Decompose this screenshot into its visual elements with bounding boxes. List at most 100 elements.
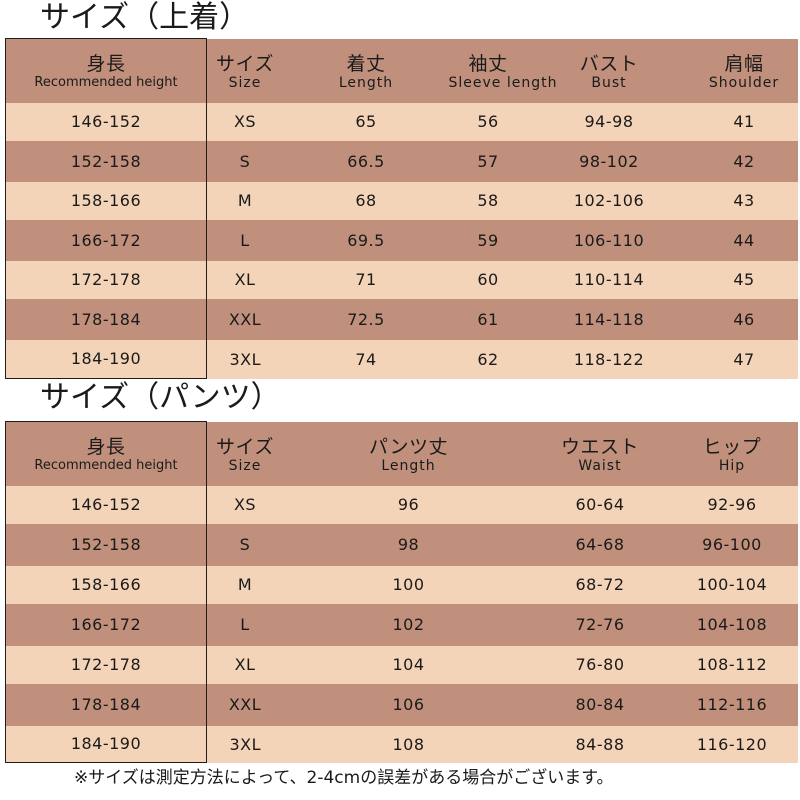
table-cell: 108-112 xyxy=(666,645,798,684)
table-cell: 118-122 xyxy=(527,339,691,379)
table-cell: 3XL xyxy=(206,339,284,379)
table-row: 166-172 L 69.5 59 106-110 44 xyxy=(5,219,798,261)
pants-size-table: 身長 Recommended height サイズ Size パンツ丈 Length … xyxy=(5,421,798,763)
table-row: 146-152 XS 96 60-64 92-96 xyxy=(5,485,798,524)
table-cell: 178-184 xyxy=(5,683,207,726)
table-cell: 59 xyxy=(448,219,528,261)
table-cell: XL xyxy=(206,645,284,684)
tops-header-height-en: Recommended height xyxy=(34,74,178,90)
table-row: 152-158 S 98 64-68 96-100 xyxy=(5,523,798,566)
tops-header-length: 着丈 Length xyxy=(283,38,449,103)
table-cell: 146-152 xyxy=(5,102,207,141)
table-cell: 184-190 xyxy=(5,725,207,763)
table-cell: 94-98 xyxy=(527,102,691,141)
table-cell: 102 xyxy=(283,603,534,646)
table-row: 166-172 L 102 72-76 104-108 xyxy=(5,603,798,646)
tops-header-shoulder-jp: 肩幅 xyxy=(724,52,764,75)
table-cell: M xyxy=(206,181,284,220)
table-cell: 166-172 xyxy=(5,603,207,646)
tops-header-row: 身長 Recommended height サイズ Size 着丈 Length 袖丈… xyxy=(5,38,798,103)
table-row: 178-184 XXL 72.5 61 114-118 46 xyxy=(5,298,798,340)
tops-header-bust: バスト Bust xyxy=(527,38,691,103)
pants-header-length: パンツ丈 Length xyxy=(283,421,534,486)
table-cell: 102-106 xyxy=(527,181,691,220)
tops-header-sleeve: 袖丈 Sleeve length xyxy=(448,38,558,103)
table-cell: 100 xyxy=(283,565,534,604)
tops-header-height-jp: 身長 xyxy=(86,52,126,75)
pants-header-waist: ウエスト Waist xyxy=(533,421,667,486)
tops-header-height: 身長 Recommended height xyxy=(5,38,207,103)
tops-header-shoulder: 肩幅 Shoulder xyxy=(690,38,798,103)
tops-size-table: 身長 Recommended height サイズ Size 着丈 Length 袖丈… xyxy=(5,38,798,379)
table-cell: 84-88 xyxy=(533,725,667,763)
pants-header-hip-en: Hip xyxy=(718,457,746,474)
table-cell: 60-64 xyxy=(533,485,667,524)
table-row: 184-190 3XL 108 84-88 116-120 xyxy=(5,725,798,763)
table-cell: 68-72 xyxy=(533,565,667,604)
tops-header-bust-jp: バスト xyxy=(579,52,639,75)
tops-header-bust-en: Bust xyxy=(591,74,627,91)
table-cell: 3XL xyxy=(206,725,284,763)
pants-header-waist-en: Waist xyxy=(578,457,622,474)
table-row: 146-152 XS 65 56 94-98 41 xyxy=(5,102,798,141)
table-cell: 62 xyxy=(448,339,528,379)
table-cell: 146-152 xyxy=(5,485,207,524)
pants-header-hip-jp: ヒップ xyxy=(702,435,762,458)
tops-header-length-jp: 着丈 xyxy=(346,52,386,75)
table-cell: 178-184 xyxy=(5,298,207,340)
table-cell: 108 xyxy=(283,725,534,763)
table-cell: 116-120 xyxy=(666,725,798,763)
table-cell: L xyxy=(206,219,284,261)
table-row: 158-166 M 68 58 102-106 43 xyxy=(5,181,798,220)
pants-header-height-jp: 身長 xyxy=(86,435,126,458)
tops-header-size-jp: サイズ xyxy=(216,52,274,75)
table-cell: 61 xyxy=(448,298,528,340)
table-cell: 152-158 xyxy=(5,140,207,182)
table-cell: 80-84 xyxy=(533,683,667,726)
table-cell: 92-96 xyxy=(666,485,798,524)
pants-size-title: サイズ（パンツ） xyxy=(40,380,281,415)
measurement-note: ※サイズは測定方法によって、2-4cmの誤差がある場合がございます。 xyxy=(74,768,614,788)
table-cell: 106-110 xyxy=(527,219,691,261)
tops-header-sleeve-en: Sleeve length xyxy=(448,74,558,91)
table-cell: 172-178 xyxy=(5,645,207,684)
table-cell: XL xyxy=(206,260,284,299)
tops-header-length-en: Length xyxy=(338,74,394,91)
table-cell: 72-76 xyxy=(533,603,667,646)
table-cell: 46 xyxy=(690,298,798,340)
table-cell: 71 xyxy=(283,260,449,299)
table-row: 152-158 S 66.5 57 98-102 42 xyxy=(5,140,798,182)
table-cell: 76-80 xyxy=(533,645,667,684)
table-cell: 68 xyxy=(283,181,449,220)
table-cell: 66.5 xyxy=(283,140,449,182)
table-cell: 58 xyxy=(448,181,528,220)
table-cell: 42 xyxy=(690,140,798,182)
tops-header-sleeve-jp: 袖丈 xyxy=(468,52,508,75)
table-cell: 69.5 xyxy=(283,219,449,261)
table-cell: 96-100 xyxy=(666,523,798,566)
table-cell: L xyxy=(206,603,284,646)
table-cell: 65 xyxy=(283,102,449,141)
table-cell: 110-114 xyxy=(527,260,691,299)
table-cell: 44 xyxy=(690,219,798,261)
pants-header-size-jp: サイズ xyxy=(216,435,274,458)
tops-size-title: サイズ（上着） xyxy=(40,0,250,35)
pants-header-size: サイズ Size xyxy=(206,421,284,486)
table-row: 158-166 M 100 68-72 100-104 xyxy=(5,565,798,604)
table-cell: 158-166 xyxy=(5,181,207,220)
table-row: 172-178 XL 71 60 110-114 45 xyxy=(5,260,798,299)
table-cell: 166-172 xyxy=(5,219,207,261)
pants-header-length-jp: パンツ丈 xyxy=(369,435,448,458)
table-cell: 184-190 xyxy=(5,339,207,379)
table-cell: 112-116 xyxy=(666,683,798,726)
table-cell: 96 xyxy=(283,485,534,524)
table-cell: 45 xyxy=(690,260,798,299)
tops-header-size: サイズ Size xyxy=(206,38,284,103)
table-cell: 114-118 xyxy=(527,298,691,340)
table-cell: 60 xyxy=(448,260,528,299)
table-cell: 104-108 xyxy=(666,603,798,646)
table-cell: XS xyxy=(206,102,284,141)
table-cell: XS xyxy=(206,485,284,524)
pants-header-waist-jp: ウエスト xyxy=(560,435,639,458)
table-cell: 98-102 xyxy=(527,140,691,182)
